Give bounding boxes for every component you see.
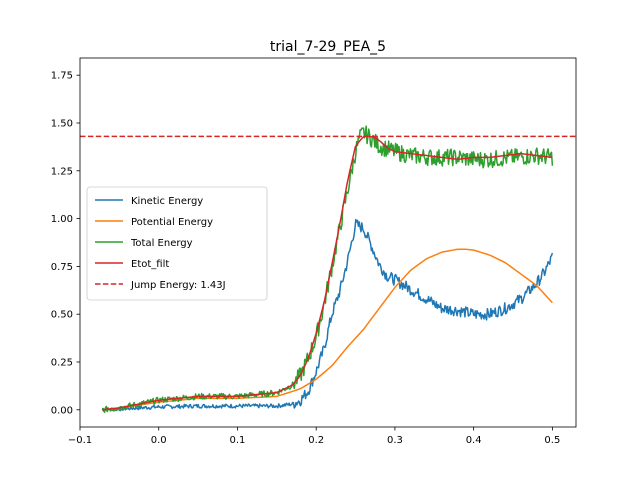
- legend-label: Potential Energy: [131, 217, 213, 228]
- x-tick-label: −0.1: [68, 435, 92, 446]
- x-tick-label: 0.5: [544, 435, 560, 446]
- y-tick-label: 0.50: [51, 310, 73, 321]
- x-tick-label: 0.4: [466, 435, 482, 446]
- y-tick-label: 1.75: [51, 71, 73, 82]
- x-tick-label: 0.2: [308, 435, 324, 446]
- chart-title: trial_7-29_PEA_5: [270, 39, 386, 55]
- legend-label: Kinetic Energy: [131, 196, 203, 207]
- series-line-2: [101, 125, 554, 414]
- y-tick-label: 0.00: [51, 405, 73, 416]
- x-tick-label: 0.3: [387, 435, 403, 446]
- y-axis: 0.00 0.25 0.50 0.75 1.00 1.25 1.50 1.75: [51, 71, 80, 416]
- series-line-0: [101, 218, 554, 412]
- legend-box: [86, 186, 268, 301]
- series-line-3: [101, 135, 553, 411]
- series-line-1: [101, 248, 553, 411]
- x-tick-label: 0.0: [151, 435, 167, 446]
- legend-label: Etot_filt: [131, 259, 169, 270]
- y-tick-label: 1.00: [51, 214, 73, 225]
- x-axis: −0.1 0.0 0.1 0.2 0.3 0.4 0.5: [68, 427, 560, 446]
- y-tick-label: 1.50: [51, 119, 73, 130]
- plot-frame: [79, 57, 577, 428]
- y-tick-label: 1.25: [51, 166, 73, 177]
- x-tick-label: 0.1: [230, 435, 246, 446]
- legend-label: Total Energy: [130, 238, 193, 249]
- legend: Kinetic Energy Potential Energy Total Ener…: [86, 186, 268, 301]
- y-tick-label: 0.75: [51, 262, 73, 273]
- y-tick-label: 0.25: [51, 357, 73, 368]
- series-layer: [101, 125, 554, 414]
- legend-label: Jump Energy: 1.43J: [130, 280, 226, 291]
